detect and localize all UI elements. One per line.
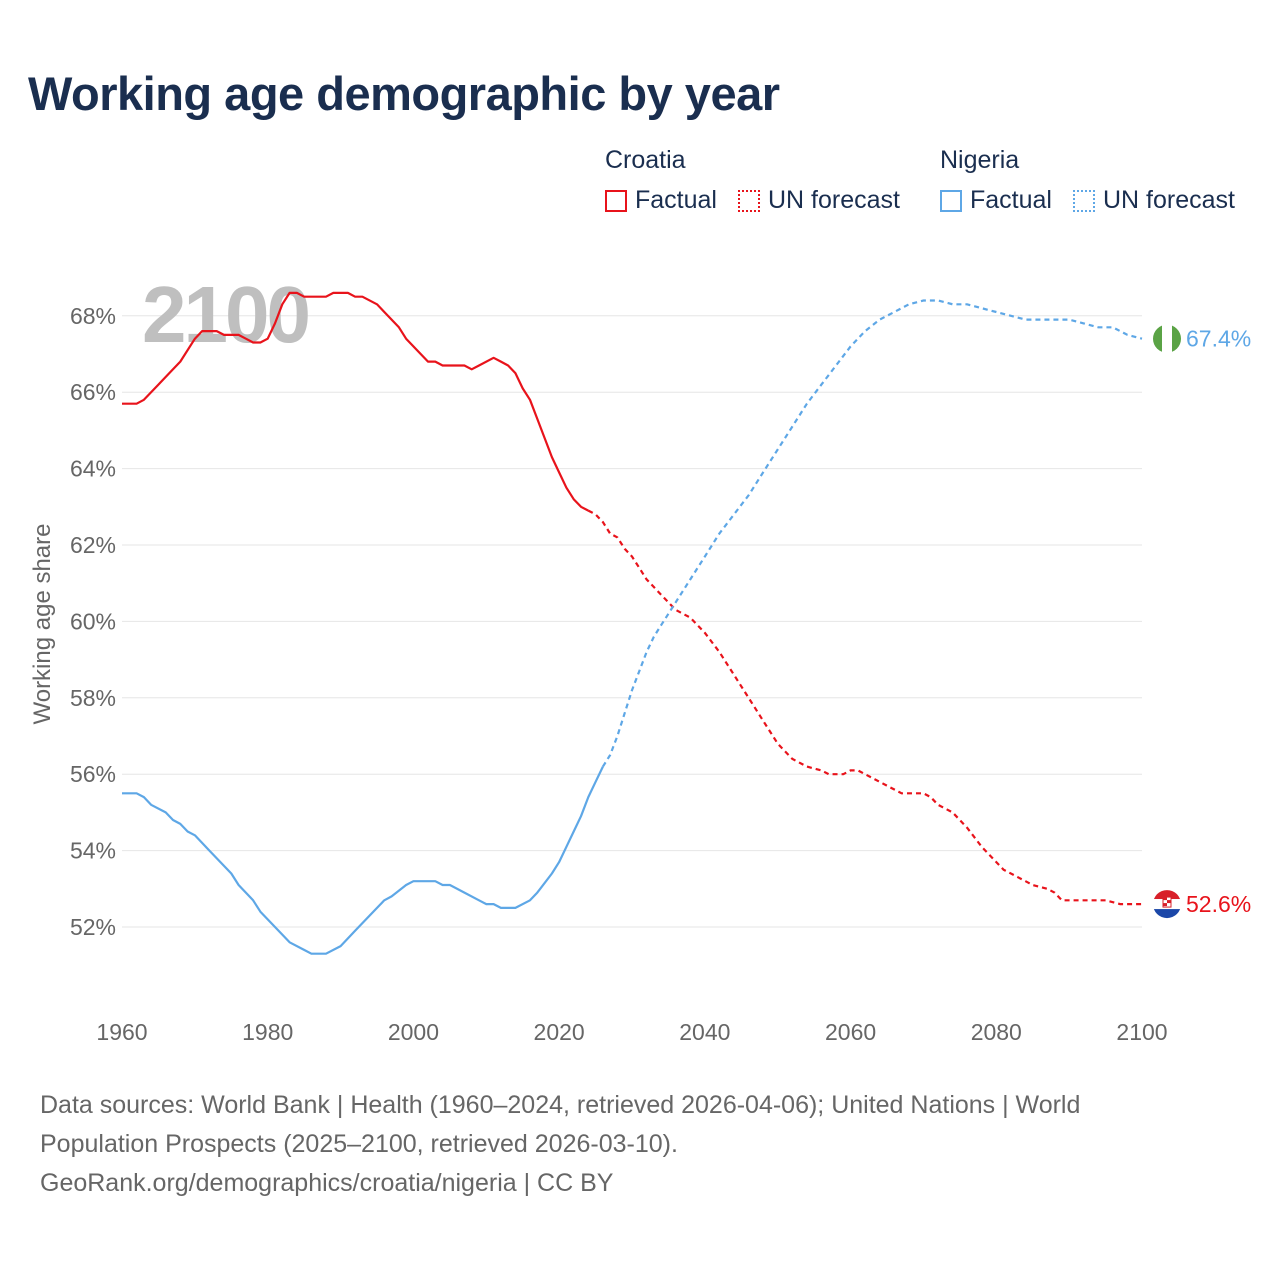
gridlines — [122, 315, 1142, 928]
croatia-factual-line — [122, 291, 589, 512]
y-tick-label: 62% — [70, 532, 116, 558]
end-markers: 52.6% 67.4% — [1153, 324, 1251, 919]
y-tick-label: 64% — [70, 456, 116, 482]
legend-label: Factual — [635, 186, 717, 214]
nigeria-factual-line — [122, 766, 604, 955]
y-tick-label: 58% — [70, 685, 116, 711]
legend-swatch-croatia-factual — [605, 189, 627, 212]
footer: Data sources: World Bank | Health (1960–… — [40, 1086, 1240, 1203]
legend-croatia-title: Croatia — [605, 146, 686, 174]
legend-nigeria-title: Nigeria — [940, 146, 1020, 174]
nigeria-end-value-label: 67.4% — [1186, 326, 1251, 352]
y-axis-ticks: 52% 54% 56% 58% 60% 62% 64% 66% 68% — [70, 303, 116, 940]
x-axis-ticks: 1960 1980 2000 2020 2040 2060 2080 2100 — [96, 1019, 1167, 1045]
y-tick-label: 56% — [70, 761, 116, 787]
y-tick-label: 52% — [70, 914, 116, 940]
x-tick-label: 2000 — [388, 1019, 439, 1045]
nigeria-forecast-line — [601, 299, 1143, 768]
legend-nigeria-factual[interactable]: Factual — [940, 186, 1052, 215]
legend-swatch-nigeria-factual — [940, 189, 962, 212]
x-tick-label: 1960 — [96, 1019, 147, 1045]
chart-title: Working age demographic by year — [28, 67, 780, 120]
x-tick-label: 2060 — [825, 1019, 876, 1045]
legend-croatia-factual[interactable]: Factual — [605, 186, 717, 215]
x-tick-label: 2100 — [1116, 1019, 1167, 1045]
legend-nigeria-forecast[interactable]: UN forecast — [1073, 186, 1235, 215]
year-watermark: 2100 — [142, 270, 308, 359]
nigeria-flag-icon — [1153, 324, 1181, 353]
y-tick-label: 68% — [70, 303, 116, 329]
y-tick-label: 66% — [70, 379, 116, 405]
footer-source-line-2: Population Prospects (2025–2100, retriev… — [40, 1130, 678, 1158]
croatia-forecast-line — [587, 509, 1142, 906]
line-chart: 52% 54% 56% 58% 60% 62% 64% 66% 68% 1960 1980 2000… — [29, 270, 1251, 1045]
legend-swatch-croatia-forecast — [738, 189, 760, 212]
footer-credit[interactable]: GeoRank.org/demographics/croatia/nigeria… — [40, 1169, 614, 1197]
legend-swatch-nigeria-forecast — [1073, 189, 1095, 212]
y-axis-label: Working age share — [29, 524, 56, 725]
y-tick-label: 54% — [70, 838, 116, 864]
series-lines — [122, 291, 1143, 955]
x-tick-label: 2080 — [971, 1019, 1022, 1045]
legend-label: UN forecast — [1103, 186, 1235, 214]
croatia-end-value-label: 52.6% — [1186, 891, 1251, 917]
footer-source-line-1: Data sources: World Bank | Health (1960–… — [40, 1091, 1081, 1119]
y-tick-label: 60% — [70, 608, 116, 634]
x-tick-label: 2040 — [679, 1019, 730, 1045]
x-tick-label: 1980 — [242, 1019, 293, 1045]
legend-label: Factual — [970, 186, 1052, 214]
x-tick-label: 2020 — [534, 1019, 585, 1045]
legend-croatia-forecast[interactable]: UN forecast — [738, 186, 900, 215]
legend-label: UN forecast — [768, 186, 900, 214]
croatia-flag-icon — [1153, 890, 1181, 919]
